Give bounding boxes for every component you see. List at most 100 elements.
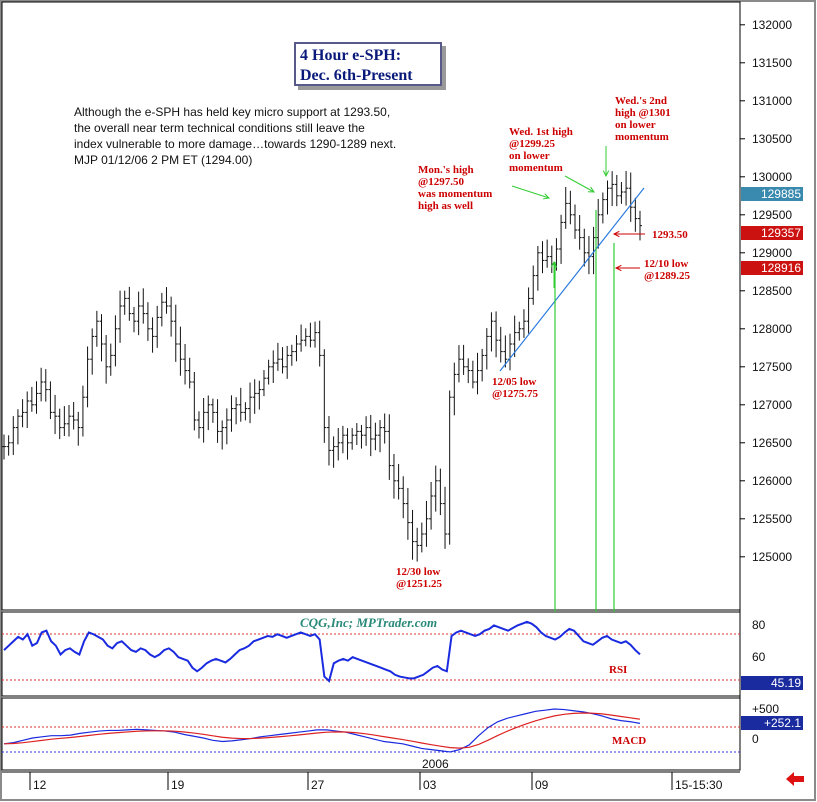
price-bar: [99, 314, 104, 362]
price-bar: [521, 309, 526, 338]
y-tick-label: 130500: [752, 132, 792, 146]
price-bar: [443, 486, 448, 549]
price-bar: [196, 411, 201, 439]
y-tick-label: 127000: [752, 398, 792, 412]
price-bar: [229, 395, 234, 432]
price-bar: [359, 424, 364, 449]
overlay-lines: [499, 146, 645, 612]
arrow-low-1210-head: [550, 260, 558, 268]
price-bar: [582, 228, 587, 267]
price-bar: [215, 399, 220, 443]
price-bar: [387, 414, 392, 480]
price-bar: [489, 312, 494, 352]
chart-title-line1: 4 Hour e-SPH:: [300, 47, 402, 64]
price-bar: [25, 391, 30, 428]
price-bar: [475, 352, 480, 395]
price-bar: [568, 190, 573, 225]
macd-value-tag: +252.1: [741, 716, 803, 730]
price-bar: [252, 379, 257, 414]
price-bar: [378, 420, 383, 453]
arrow-support-head: [612, 230, 620, 238]
price-bar: [545, 239, 550, 268]
price-bar: [183, 344, 188, 385]
rsi-value-tag: 45.19: [741, 676, 803, 690]
price-bar: [619, 182, 624, 204]
price-bar: [396, 463, 401, 500]
price-bar: [531, 265, 536, 305]
price-bar: [326, 416, 331, 466]
price-bar: [419, 522, 424, 553]
price-bar: [15, 409, 20, 445]
rsi-series: [3, 620, 641, 683]
price-bar: [118, 290, 123, 343]
macd-line: [3, 708, 641, 753]
price-bar: [540, 241, 545, 274]
price-bar: [480, 348, 485, 382]
price-bar: [638, 210, 642, 241]
price-bar: [66, 405, 71, 437]
price-bar: [614, 174, 619, 207]
x-tick-label: 12: [33, 778, 47, 792]
commentary-line4: MJP 01/12/06 2 PM ET (1294.00): [74, 153, 253, 167]
price-bar: [206, 395, 211, 431]
price-bar: [53, 394, 58, 435]
price-bar: [331, 436, 336, 468]
price-bar: [145, 302, 150, 341]
price-bar: [39, 367, 44, 402]
x-tick-label: 09: [535, 778, 549, 792]
annotation-low-1205: 12/05 low @1275.75: [492, 376, 538, 400]
price-bar: [11, 416, 16, 456]
price-bar: [238, 387, 243, 422]
rsi-label: RSI: [609, 664, 628, 676]
macd-series: [3, 708, 641, 753]
price-bar: [220, 420, 225, 450]
price-bar: [317, 320, 322, 367]
price-bar: [108, 343, 113, 376]
price-bar: [173, 304, 178, 362]
y-tick-label: 131000: [752, 94, 792, 108]
trendline: [499, 187, 645, 372]
commentary-line2: the overall near term technical conditio…: [74, 121, 365, 135]
price-bar: [210, 398, 215, 423]
price-bar: [57, 408, 62, 440]
y-tick-label: 129000: [752, 246, 792, 260]
price-bar: [405, 487, 410, 540]
annotation-wed-first-high: Wed. 1st high @1299.25 on lower momentum: [509, 126, 573, 174]
rsi-line: [3, 620, 641, 683]
chart-title: 4 Hour e-SPH: Dec. 6th-Present: [294, 42, 442, 86]
price-bar: [433, 465, 438, 512]
y-tick-label: 132000: [752, 18, 792, 32]
price-bar: [150, 317, 155, 353]
y-tick-label: 125500: [752, 512, 792, 526]
price-bar: [243, 402, 248, 421]
scroll-left-arrow-icon[interactable]: [786, 772, 804, 786]
price-bar: [452, 362, 457, 416]
price-bar: [43, 369, 48, 402]
price-bar: [192, 371, 197, 431]
chart-title-line2: Dec. 6th-Present: [300, 67, 413, 84]
price-bar: [438, 468, 443, 516]
price-bar: [187, 357, 192, 389]
price-bar: [345, 428, 350, 460]
price-bar: [591, 226, 596, 275]
price-bar: [624, 170, 629, 206]
rsi-pane: [1, 611, 741, 697]
arrow-low-head: [614, 264, 622, 272]
price-bar: [512, 315, 517, 357]
rsi-level-60: 60: [752, 650, 766, 664]
price-bar: [559, 214, 564, 264]
arrow-mon-high-head: [542, 193, 551, 200]
price-bar: [141, 288, 146, 324]
price-bar: [308, 322, 313, 348]
price-bar: [20, 399, 25, 428]
price-bar: [350, 428, 355, 450]
price-bar: [336, 428, 341, 461]
y-tick-label: 129500: [752, 208, 792, 222]
x-tick-label: 27: [311, 778, 325, 792]
price-bar: [364, 416, 369, 446]
price-bar: [461, 344, 466, 375]
y-ticks: 132000 131500 131000 130500 130000 129500 1290…: [740, 18, 792, 564]
price-pane: [1, 1, 741, 611]
price-tag-last: 129885: [741, 187, 803, 201]
price-bar: [303, 328, 308, 347]
